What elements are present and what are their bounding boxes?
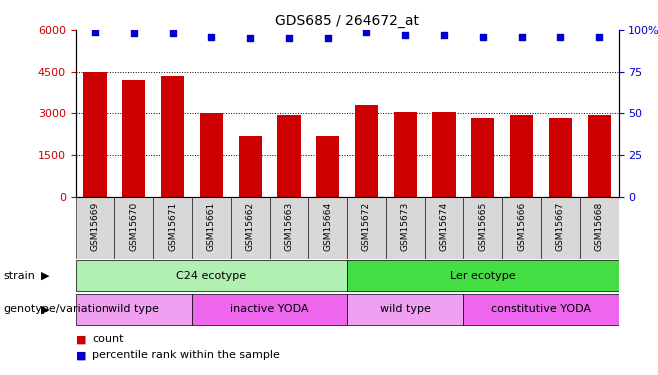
Bar bbox=[277, 115, 301, 197]
Text: GSM15672: GSM15672 bbox=[362, 202, 371, 251]
Bar bbox=[192, 294, 347, 324]
Bar bbox=[502, 197, 541, 259]
Bar bbox=[114, 197, 153, 259]
Text: GSM15663: GSM15663 bbox=[284, 202, 293, 251]
Bar bbox=[192, 197, 231, 259]
Text: GSM15674: GSM15674 bbox=[440, 202, 449, 251]
Bar bbox=[76, 260, 347, 291]
Bar bbox=[549, 118, 572, 197]
Bar bbox=[355, 105, 378, 197]
Bar bbox=[347, 260, 619, 291]
Text: inactive YODA: inactive YODA bbox=[230, 304, 309, 314]
Title: GDS685 / 264672_at: GDS685 / 264672_at bbox=[275, 13, 419, 28]
Text: GSM15666: GSM15666 bbox=[517, 202, 526, 251]
Bar bbox=[238, 136, 262, 197]
Point bbox=[322, 35, 333, 41]
Bar bbox=[424, 197, 463, 259]
Point bbox=[400, 32, 411, 38]
Text: GSM15669: GSM15669 bbox=[91, 202, 99, 251]
Text: ■: ■ bbox=[76, 351, 86, 360]
Bar bbox=[161, 76, 184, 197]
Point bbox=[478, 34, 488, 40]
Bar bbox=[463, 294, 619, 324]
Text: GSM15671: GSM15671 bbox=[168, 202, 177, 251]
Text: genotype/variation: genotype/variation bbox=[3, 304, 109, 314]
Text: GSM15664: GSM15664 bbox=[323, 202, 332, 251]
Point bbox=[284, 35, 294, 41]
Text: Ler ecotype: Ler ecotype bbox=[450, 271, 516, 280]
Text: GSM15673: GSM15673 bbox=[401, 202, 410, 251]
Text: GSM15665: GSM15665 bbox=[478, 202, 488, 251]
Text: strain: strain bbox=[3, 271, 35, 280]
Text: C24 ecotype: C24 ecotype bbox=[176, 271, 247, 280]
Bar bbox=[76, 294, 192, 324]
Point bbox=[245, 35, 255, 41]
Text: count: count bbox=[92, 334, 124, 344]
Bar bbox=[84, 72, 107, 197]
Bar bbox=[386, 197, 424, 259]
Bar bbox=[347, 197, 386, 259]
Point bbox=[594, 34, 605, 40]
Point bbox=[517, 34, 527, 40]
Bar bbox=[316, 136, 340, 197]
Text: ▶: ▶ bbox=[41, 304, 49, 314]
Bar bbox=[541, 197, 580, 259]
Bar bbox=[588, 115, 611, 197]
Text: ■: ■ bbox=[76, 334, 86, 344]
Text: GSM15662: GSM15662 bbox=[245, 202, 255, 251]
Point bbox=[167, 30, 178, 36]
Text: percentile rank within the sample: percentile rank within the sample bbox=[92, 351, 280, 360]
Bar bbox=[580, 197, 619, 259]
Bar bbox=[309, 197, 347, 259]
Point bbox=[555, 34, 566, 40]
Bar bbox=[122, 80, 145, 197]
Text: ▶: ▶ bbox=[41, 271, 49, 280]
Text: wild type: wild type bbox=[109, 304, 159, 314]
Point bbox=[206, 34, 216, 40]
Bar bbox=[463, 197, 502, 259]
Bar bbox=[153, 197, 192, 259]
Bar bbox=[200, 113, 223, 197]
Text: GSM15670: GSM15670 bbox=[130, 202, 138, 251]
Bar bbox=[347, 294, 463, 324]
Text: GSM15668: GSM15668 bbox=[595, 202, 603, 251]
Text: constitutive YODA: constitutive YODA bbox=[491, 304, 591, 314]
Bar bbox=[471, 118, 494, 197]
Point bbox=[361, 28, 372, 34]
Bar bbox=[76, 197, 114, 259]
Bar bbox=[510, 115, 533, 197]
Text: GSM15667: GSM15667 bbox=[556, 202, 565, 251]
Bar bbox=[270, 197, 309, 259]
Point bbox=[439, 32, 449, 38]
Bar bbox=[231, 197, 270, 259]
Point bbox=[128, 30, 139, 36]
Text: GSM15661: GSM15661 bbox=[207, 202, 216, 251]
Bar bbox=[393, 112, 417, 197]
Point bbox=[89, 28, 100, 34]
Text: wild type: wild type bbox=[380, 304, 431, 314]
Bar bbox=[432, 112, 455, 197]
